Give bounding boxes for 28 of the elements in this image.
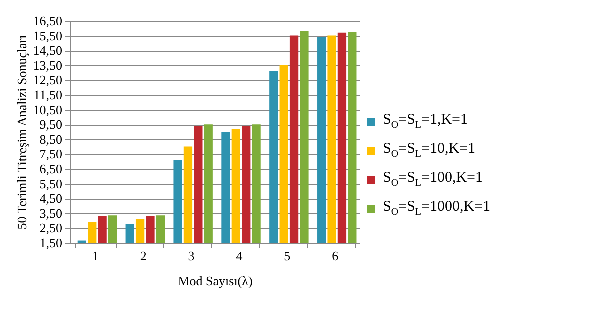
y-tick-label: 8,50 [40,132,62,147]
x-axis-title: Mod Sayısı(λ) [178,274,253,288]
y-tick-label: 4,50 [40,191,62,206]
y-tick-label: 12,50 [33,72,62,88]
y-tick-label: 10,50 [33,102,62,118]
y-tick-label: 7,50 [40,146,62,162]
y-tick-label: 15,50 [33,28,62,44]
y-tick-label: 14,50 [33,43,62,58]
y-tick-label: 13,50 [33,58,62,73]
legend-label: S$_{O}$=S$_{L}$=1000,K=1 [383,199,491,218]
y-tick-label: 16,50 [33,14,62,28]
x-tick-label: 3 [188,248,195,264]
x-tick-label: 6 [332,248,340,264]
x-tick-label: 5 [284,248,291,264]
y-tick-label: 3,50 [40,206,62,221]
y-tick-label: 11,50 [34,88,62,102]
y-tick-label: 1,50 [40,236,62,250]
legend-label: S$_{O}$=S$_{L}$=10,K=1 [383,141,476,160]
x-tick-label: 1 [92,248,99,264]
legend-label: S$_{O}$=S$_{L}$=1,K=1 [383,112,468,131]
y-tick-label: 9,50 [40,117,62,132]
y-tick-label: 6,50 [40,162,62,176]
y-axis-title: 50 Terimli Titreşim Analizi Sonuçları [14,34,30,230]
y-tick-label: 5,50 [40,176,62,192]
legend-label: S$_{O}$=S$_{L}$=100,K=1 [383,170,484,189]
x-tick-label: 2 [140,248,147,264]
x-tick-label: 4 [236,248,244,264]
y-tick-label: 2,50 [40,220,62,236]
